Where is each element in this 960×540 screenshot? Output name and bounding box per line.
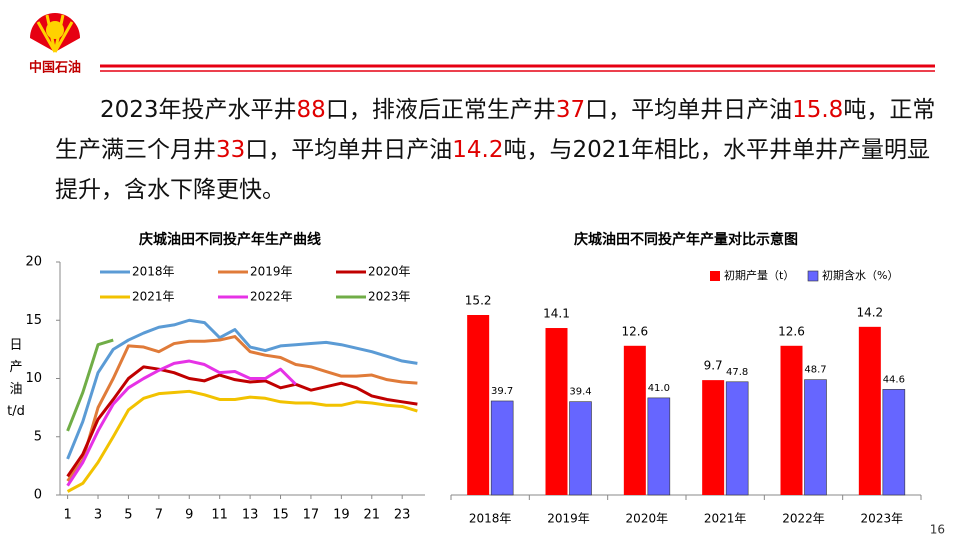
intro-text: 2023年投产水平井88口，排液后正常生产井37口，平均单井日产油15.8吨，正… — [55, 90, 945, 210]
data-label: 14.2 — [856, 305, 883, 319]
series-line — [66, 338, 114, 432]
x-tick-label: 11 — [211, 508, 228, 523]
highlight-text: 14.2 — [452, 137, 504, 163]
bar — [569, 401, 592, 496]
legend-swatch — [807, 270, 819, 282]
series-line — [66, 318, 418, 460]
x-tick-label: 15 — [272, 508, 289, 523]
x-tick-label: 5 — [124, 508, 132, 523]
x-tick-label: 3 — [94, 508, 102, 523]
bar — [490, 400, 514, 496]
legend-label: 2023年 — [368, 290, 411, 304]
series-line — [66, 359, 297, 487]
y-tick-label: 5 — [34, 429, 42, 444]
bar — [882, 389, 906, 496]
x-tick-label: 13 — [242, 508, 259, 523]
chart-title: 庆城油田不同投产年生产曲线 — [139, 231, 321, 248]
data-label: 44.6 — [883, 374, 905, 385]
y-tick-label: 0 — [34, 488, 42, 503]
bar — [647, 397, 671, 496]
series-line — [66, 365, 418, 478]
x-tick-label: 17 — [303, 508, 320, 523]
text: 吨，正常生产满三个月井 — [55, 97, 936, 163]
page-number: 16 — [930, 523, 945, 537]
x-tick-label: 21 — [363, 508, 380, 523]
legend-label: 2022年 — [250, 290, 293, 304]
data-label: 39.7 — [491, 386, 513, 397]
data-label: 9.7 — [704, 359, 723, 373]
legend-label: 2019年 — [250, 265, 293, 279]
y-tick-label: 10 — [25, 371, 42, 386]
x-tick-label: 7 — [155, 508, 163, 523]
series-line — [66, 335, 418, 482]
data-label: 48.7 — [804, 365, 826, 376]
x-tick-label: 23 — [394, 508, 411, 523]
y-tick-label: 20 — [25, 255, 42, 270]
text: 口，排液后正常生产井 — [325, 97, 556, 123]
legend-label: 初期含水（%） — [822, 268, 898, 282]
data-label: 47.8 — [726, 367, 748, 378]
text: 口，平均单井日产油 — [585, 97, 793, 123]
bar — [725, 381, 749, 496]
x-tick-label: 19 — [333, 508, 350, 523]
bar — [467, 315, 490, 495]
legend-label: 2020年 — [368, 265, 411, 279]
bar — [545, 328, 568, 495]
bar — [623, 345, 646, 495]
bar — [702, 380, 725, 495]
y-axis-label-part: 油 — [9, 382, 22, 397]
y-axis-label-part: t/d — [7, 404, 25, 419]
x-tick-label: 2023年 — [861, 512, 904, 526]
data-label: 41.0 — [648, 383, 670, 394]
x-tick-label: 9 — [185, 508, 193, 523]
bar — [858, 326, 881, 495]
highlight-text: 33 — [216, 137, 246, 163]
text: 2023年投产水平井 — [100, 97, 297, 123]
highlight-text: 15.8 — [792, 97, 844, 123]
legend-label: 2018年 — [132, 265, 175, 279]
bar — [804, 379, 827, 496]
legend-label: 2021年 — [132, 290, 175, 304]
chart-title: 庆城油田不同投产年产量对比示意图 — [574, 231, 798, 248]
bar — [780, 345, 803, 495]
y-axis-label-part: 日 — [9, 338, 22, 353]
text: 口，平均单井日产油 — [245, 137, 453, 163]
x-tick-label: 2020年 — [626, 512, 669, 526]
legend-swatch — [710, 271, 720, 281]
y-tick-label: 15 — [25, 313, 42, 328]
logo-text: 中国石油 — [29, 60, 81, 76]
x-tick-label: 2018年 — [469, 512, 512, 526]
series-line — [66, 389, 418, 493]
data-label: 15.2 — [465, 294, 492, 308]
data-label: 12.6 — [621, 324, 648, 338]
data-label: 12.6 — [778, 324, 805, 338]
text: 吨，与2021年相比，水平井单井产量明显提升，含水下降更快。 — [55, 137, 931, 203]
y-axis-label: 日产油 t/d — [7, 338, 25, 419]
x-tick-label: 2021年 — [704, 512, 747, 526]
logo — [30, 13, 80, 53]
y-axis-label-part: 产 — [9, 360, 22, 375]
x-tick-label: 2022年 — [782, 512, 825, 526]
data-label: 14.1 — [543, 307, 570, 321]
data-label: 39.4 — [569, 387, 591, 398]
highlight-text: 37 — [555, 97, 586, 123]
highlight-text: 88 — [296, 97, 326, 123]
legend-label: 初期产量（t） — [724, 268, 794, 282]
x-tick-label: 1 — [63, 508, 71, 523]
x-tick-label: 2019年 — [547, 512, 590, 526]
